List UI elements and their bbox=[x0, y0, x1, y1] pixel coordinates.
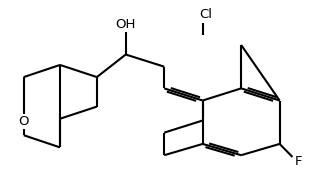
Text: F: F bbox=[295, 155, 303, 168]
Text: OH: OH bbox=[116, 18, 136, 31]
Text: Cl: Cl bbox=[199, 8, 213, 21]
Text: O: O bbox=[19, 115, 29, 128]
